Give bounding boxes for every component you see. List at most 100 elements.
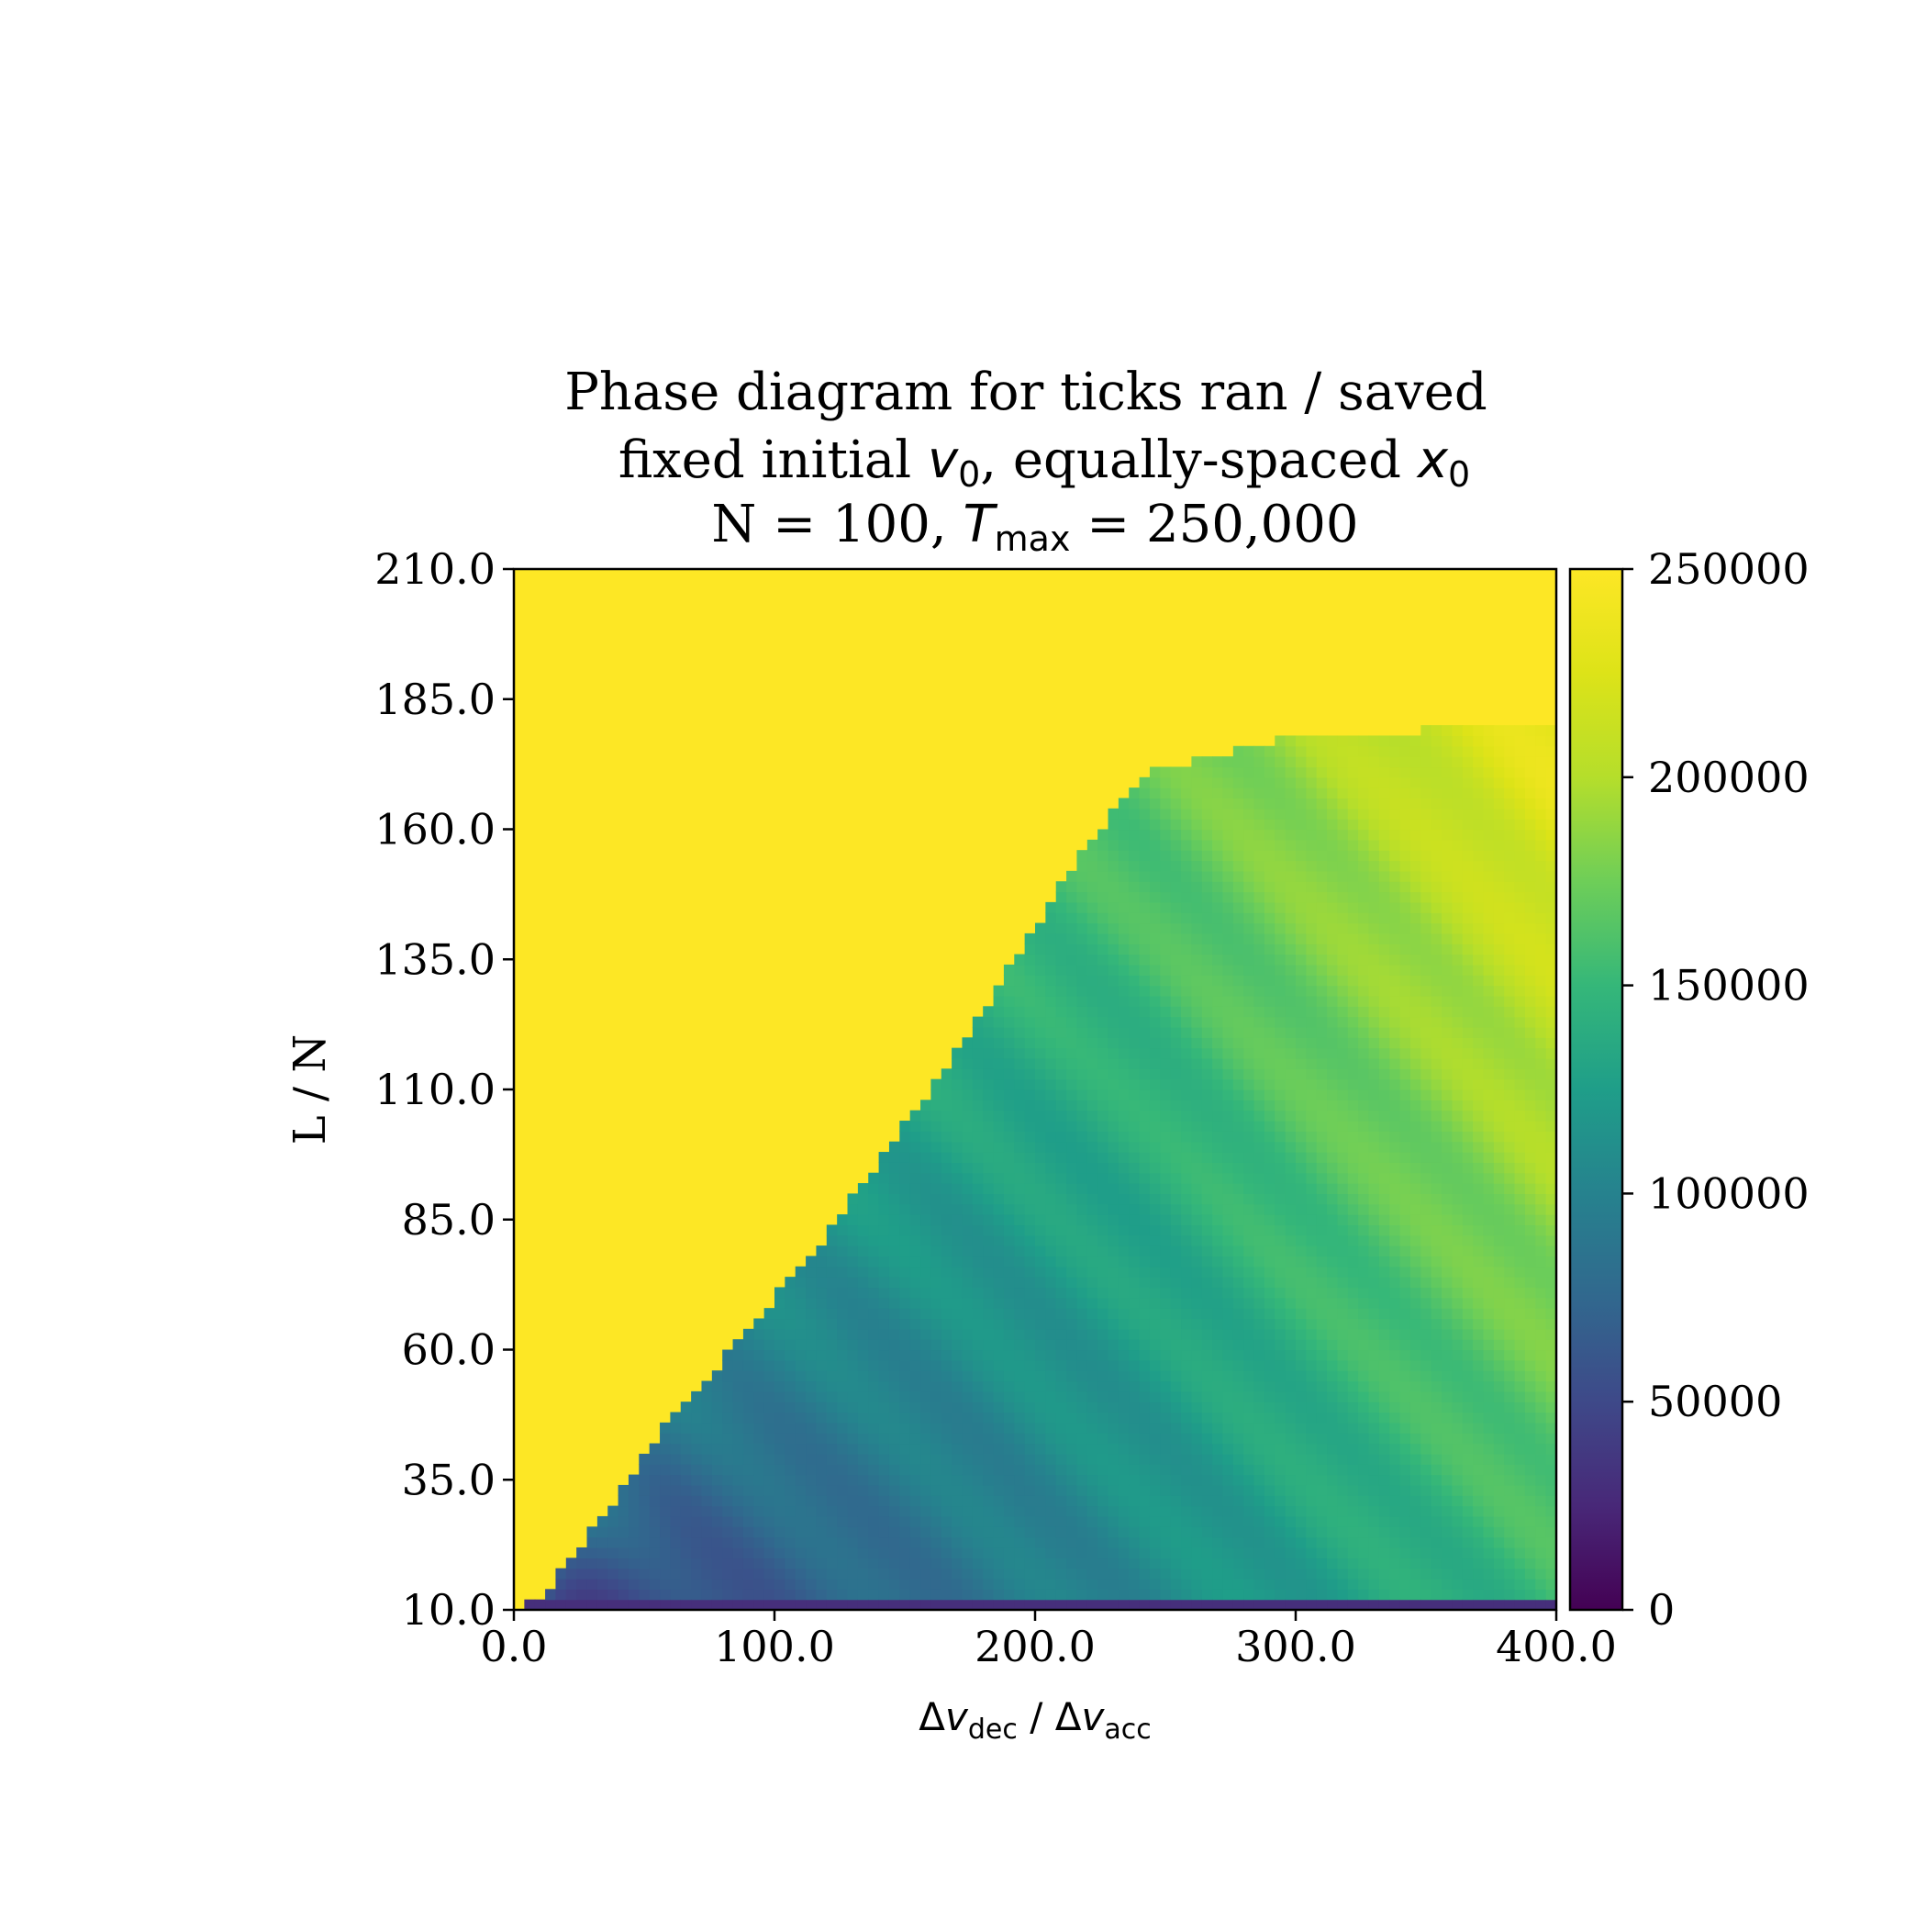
heatmap-cell bbox=[1118, 829, 1130, 841]
heatmap-cell bbox=[1232, 776, 1244, 788]
heatmap-cell bbox=[1316, 1287, 1328, 1299]
heatmap-cell bbox=[972, 1464, 984, 1476]
heatmap-cell bbox=[1097, 964, 1109, 976]
heatmap-cell bbox=[920, 1412, 931, 1424]
heatmap-cell bbox=[993, 1402, 1005, 1413]
heatmap-cell bbox=[1452, 1443, 1464, 1455]
heatmap-cell bbox=[1243, 1183, 1255, 1194]
heatmap-cell bbox=[1296, 1214, 1307, 1226]
heatmap-cell bbox=[993, 1203, 1005, 1215]
heatmap-cell bbox=[1473, 1078, 1485, 1090]
heatmap-cell bbox=[1420, 1037, 1432, 1049]
heatmap-cell bbox=[1316, 1006, 1328, 1018]
heatmap-cell bbox=[1055, 1162, 1067, 1174]
heatmap-cell bbox=[774, 1505, 785, 1517]
heatmap-cell bbox=[1347, 1183, 1359, 1194]
heatmap-cell bbox=[1264, 1515, 1275, 1527]
heatmap-cell bbox=[1442, 1245, 1453, 1257]
heatmap-cell bbox=[888, 1141, 900, 1153]
heatmap-cell bbox=[1296, 870, 1307, 882]
heatmap-cell bbox=[618, 1568, 629, 1580]
heatmap-cell bbox=[1389, 901, 1401, 913]
heatmap-cell bbox=[1442, 1536, 1453, 1548]
heatmap-cell bbox=[1399, 995, 1411, 1007]
heatmap-cell bbox=[1296, 922, 1307, 934]
heatmap-cell bbox=[1462, 745, 1474, 757]
heatmap-cell bbox=[1191, 870, 1203, 882]
heatmap-cell bbox=[1118, 1339, 1130, 1351]
heatmap-cell bbox=[1337, 1589, 1349, 1601]
heatmap-cell bbox=[1024, 1172, 1036, 1184]
heatmap-cell bbox=[1358, 1599, 1370, 1610]
heatmap-cell bbox=[837, 1589, 849, 1601]
heatmap-cell bbox=[722, 1558, 734, 1569]
heatmap-cell bbox=[1139, 1297, 1151, 1309]
heatmap-cell bbox=[795, 1495, 807, 1507]
heatmap-cell bbox=[1149, 922, 1161, 934]
heatmap-cell bbox=[1181, 1016, 1192, 1028]
heatmap-cell bbox=[972, 1568, 984, 1580]
heatmap-cell bbox=[1066, 1121, 1078, 1132]
heatmap-cell bbox=[868, 1318, 880, 1330]
heatmap-cell bbox=[1108, 912, 1119, 924]
heatmap-cell bbox=[899, 1599, 911, 1610]
heatmap-cell bbox=[660, 1536, 671, 1548]
heatmap-cell bbox=[1191, 1505, 1203, 1517]
heatmap-cell bbox=[1160, 1318, 1172, 1330]
heatmap-cell bbox=[1212, 1141, 1224, 1153]
heatmap-cell bbox=[930, 1370, 942, 1382]
heatmap-cell bbox=[1212, 1339, 1224, 1351]
heatmap-cell bbox=[1201, 1349, 1213, 1361]
heatmap-cell bbox=[1222, 819, 1234, 831]
heatmap-cell bbox=[1232, 1536, 1244, 1548]
heatmap-cell bbox=[1232, 1464, 1244, 1476]
heatmap-cell bbox=[1337, 1006, 1349, 1018]
heatmap-cell bbox=[1003, 1131, 1015, 1143]
heatmap-cell bbox=[795, 1266, 807, 1278]
heatmap-cell bbox=[868, 1328, 880, 1340]
heatmap-cell bbox=[795, 1422, 807, 1434]
heatmap-cell bbox=[1160, 1224, 1172, 1236]
heatmap-cell bbox=[1045, 975, 1057, 987]
heatmap-cell bbox=[1097, 1277, 1109, 1289]
heatmap-cell bbox=[1024, 1234, 1036, 1246]
heatmap-cell bbox=[1129, 1589, 1141, 1601]
heatmap-cell bbox=[962, 1245, 974, 1257]
heatmap-cell bbox=[1431, 1558, 1442, 1569]
heatmap-cell bbox=[1253, 891, 1265, 903]
heatmap-cell bbox=[1431, 735, 1442, 747]
heatmap-cell bbox=[1139, 1328, 1151, 1340]
heatmap-cell bbox=[1055, 1464, 1067, 1476]
heatmap-cell bbox=[1129, 870, 1141, 882]
heatmap-cell bbox=[1232, 975, 1244, 987]
heatmap-cell bbox=[1285, 922, 1297, 934]
heatmap-cell bbox=[1035, 1328, 1046, 1340]
heatmap-cell bbox=[1212, 1474, 1224, 1486]
heatmap-cell bbox=[972, 1172, 984, 1184]
heatmap-cell bbox=[1045, 985, 1057, 997]
heatmap-cell bbox=[888, 1277, 900, 1289]
heatmap-cell bbox=[972, 1599, 984, 1610]
heatmap-cell bbox=[1003, 1234, 1015, 1246]
heatmap-cell bbox=[1275, 1515, 1287, 1527]
heatmap-cell bbox=[868, 1578, 880, 1590]
heatmap-cell bbox=[806, 1536, 818, 1548]
heatmap-cell bbox=[1452, 1349, 1464, 1361]
heatmap-cell bbox=[909, 1558, 921, 1569]
heatmap-cell bbox=[1431, 1037, 1442, 1049]
heatmap-cell bbox=[952, 1287, 964, 1299]
heatmap-cell bbox=[1399, 1006, 1411, 1018]
heatmap-cell bbox=[1212, 1026, 1224, 1038]
heatmap-cell bbox=[1389, 1505, 1401, 1517]
heatmap-cell bbox=[930, 1266, 942, 1278]
heatmap-cell bbox=[1462, 1057, 1474, 1069]
heatmap-cell bbox=[1389, 985, 1401, 997]
heatmap-cell bbox=[774, 1578, 785, 1590]
heatmap-cell bbox=[1066, 912, 1078, 924]
heatmap-cell bbox=[1232, 1100, 1244, 1111]
heatmap-cell bbox=[920, 1536, 931, 1548]
heatmap-cell bbox=[1296, 808, 1307, 820]
heatmap-cell bbox=[806, 1412, 818, 1424]
heatmap-cell bbox=[1442, 1515, 1453, 1527]
heatmap-cell bbox=[1473, 1370, 1485, 1382]
